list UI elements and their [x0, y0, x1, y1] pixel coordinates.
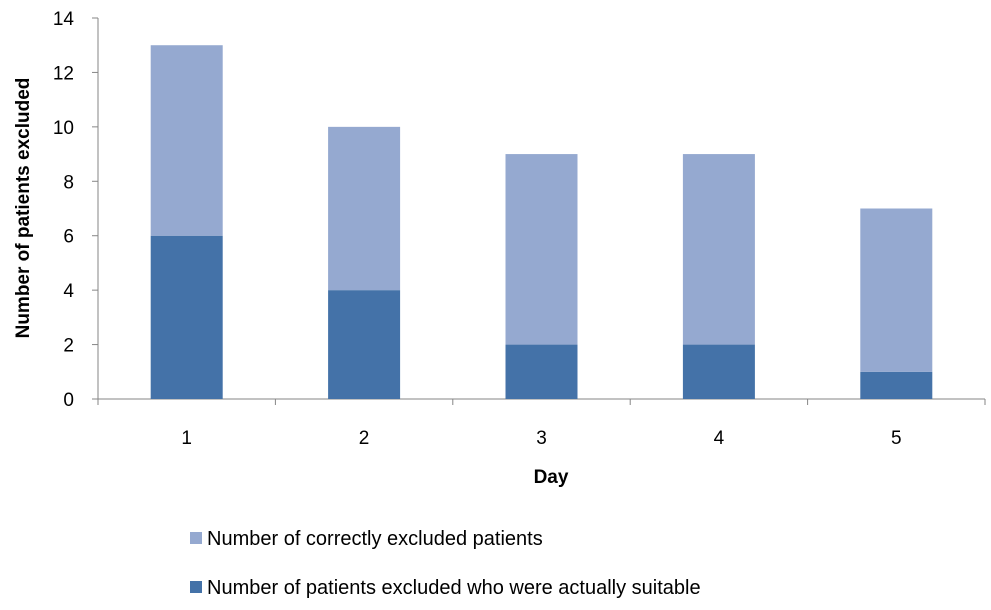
bar-segment-actually-suitable-day-3: [505, 344, 578, 399]
x-tick-label: 4: [714, 428, 725, 449]
bar-segment-correctly-excluded-day-5: [860, 208, 933, 372]
y-tick-label: 4: [63, 281, 74, 302]
legend-label: Number of correctly excluded patients: [207, 528, 543, 550]
x-tick-label: 2: [359, 428, 370, 449]
bar-segment-actually-suitable-day-2: [328, 290, 401, 399]
x-axis: 1 2 3 4 5: [97, 398, 986, 449]
y-tick-label: 0: [63, 390, 74, 411]
bar-segment-actually-suitable-day-4: [682, 344, 755, 399]
y-tick-label: 14: [53, 9, 75, 30]
bar-segment-correctly-excluded-day-4: [682, 154, 755, 345]
bars: [150, 45, 933, 399]
legend-swatch: [190, 581, 202, 593]
x-tick-label: 3: [536, 428, 547, 449]
x-tick-label: 1: [181, 428, 192, 449]
legend: Number of correctly excluded patients Num…: [190, 528, 701, 599]
bar-segment-correctly-excluded-day-1: [150, 45, 223, 236]
bar-segment-actually-suitable-day-1: [150, 235, 223, 399]
x-axis-title: Day: [534, 467, 569, 488]
bar-segment-correctly-excluded-day-3: [505, 154, 578, 345]
y-tick-label: 8: [63, 172, 74, 193]
y-tick-label: 10: [53, 118, 74, 139]
y-tick-label: 2: [63, 336, 74, 357]
legend-label: Number of patients excluded who were act…: [207, 577, 701, 599]
x-tick-label: 5: [891, 428, 902, 449]
y-tick-label: 6: [63, 227, 74, 248]
y-axis-title: Number of patients excluded: [13, 78, 34, 339]
y-axis: 0 2 4 6 8 10 12 14: [53, 9, 99, 411]
bar-segment-correctly-excluded-day-2: [328, 126, 401, 291]
bar-segment-actually-suitable-day-5: [860, 371, 933, 399]
legend-swatch: [190, 532, 202, 544]
y-tick-label: 12: [53, 63, 74, 84]
